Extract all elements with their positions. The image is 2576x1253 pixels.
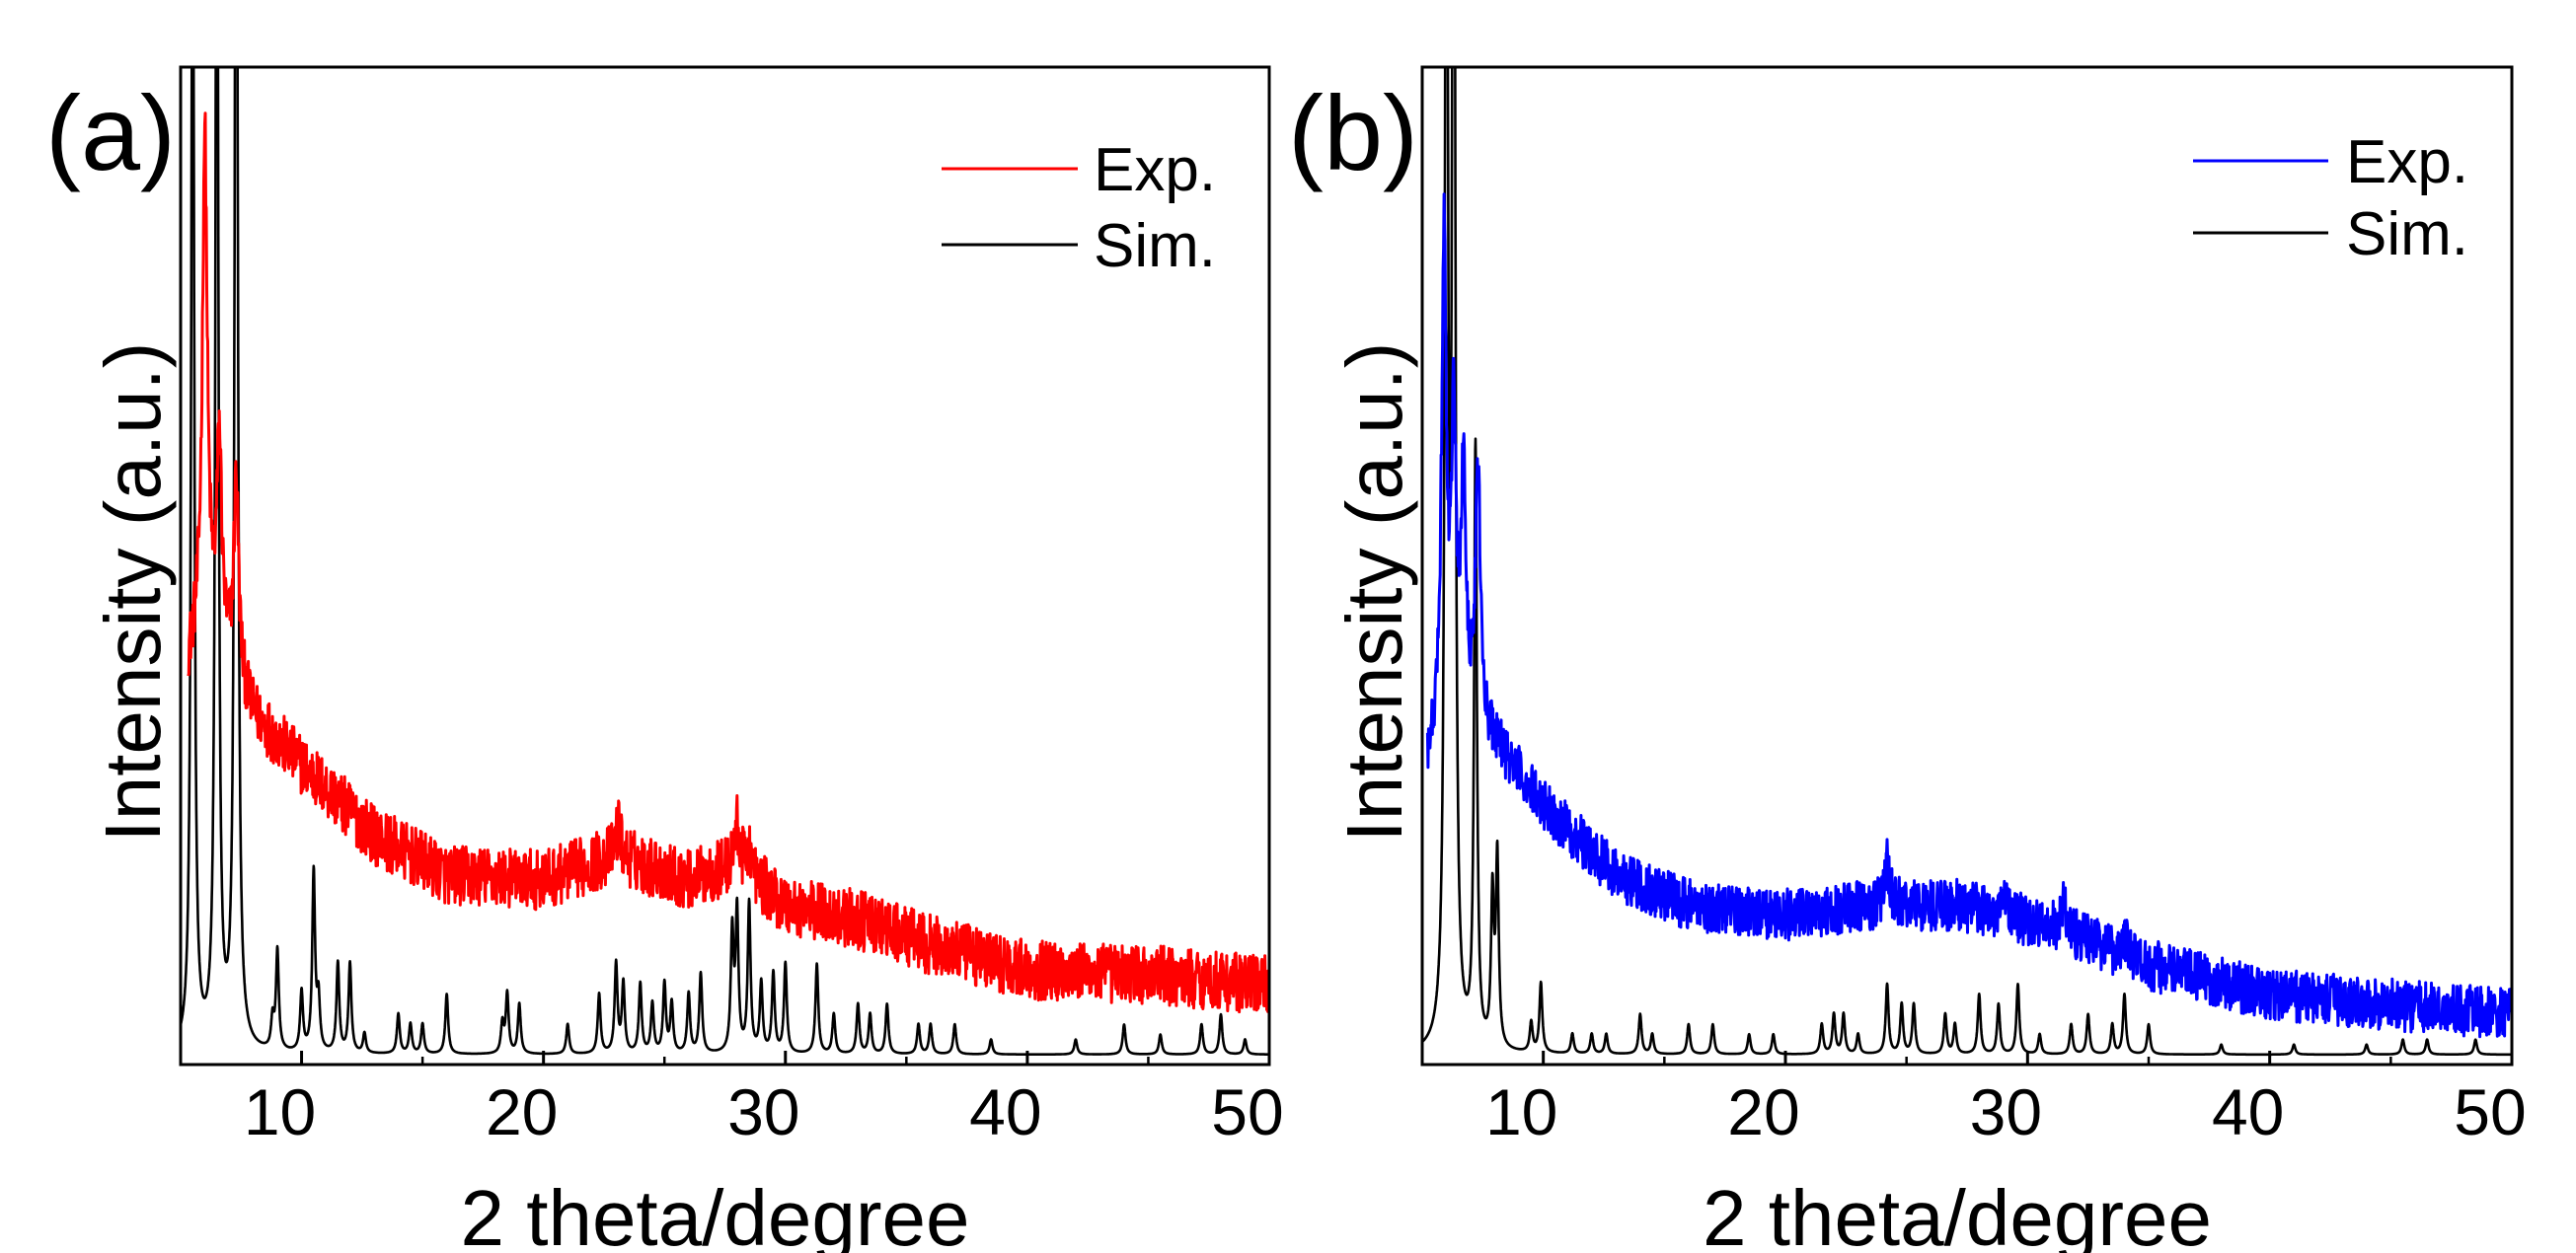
y-axis-label: Intensity (a.u.) xyxy=(1330,342,1418,843)
series-line-sim xyxy=(1422,67,2512,1057)
series-line-exp xyxy=(187,111,1269,1014)
series-line-exp xyxy=(1425,192,2512,1039)
x-tick-label: 20 xyxy=(486,1075,558,1148)
x-tick-label: 40 xyxy=(969,1075,1041,1148)
panel-b: 10 20 30 40 50 2 theta/degree Intensity (a.u.)… xyxy=(1288,65,2527,1253)
x-tick-label: 30 xyxy=(1970,1075,2042,1148)
x-tick-label: 10 xyxy=(1485,1075,1557,1148)
legend-label-sim: Sim. xyxy=(2346,200,2468,268)
x-tick-label: 50 xyxy=(1211,1075,1283,1148)
legend: Exp. Sim. xyxy=(942,136,1216,280)
x-tick-label: 20 xyxy=(1727,1075,1799,1148)
legend-label-exp: Exp. xyxy=(2346,128,2468,196)
x-tick-label: 40 xyxy=(2212,1075,2284,1148)
x-tick-label: 10 xyxy=(244,1075,316,1148)
series-line-sim xyxy=(181,67,1269,1056)
x-axis-label: 2 theta/degree xyxy=(1703,1174,2212,1253)
legend-label-exp: Exp. xyxy=(1094,136,1216,204)
x-axis-label: 2 theta/degree xyxy=(461,1174,970,1253)
plot-frame xyxy=(1420,65,2514,1067)
x-tick-label: 50 xyxy=(2454,1075,2526,1148)
x-tick-label: 30 xyxy=(727,1075,799,1148)
series-group xyxy=(1422,67,2512,1057)
panel-label: (b) xyxy=(1288,73,1418,192)
panel-a: 10 20 30 40 50 2 theta/degree Intensity (a.u.)… xyxy=(45,65,1284,1253)
series-group xyxy=(181,67,1269,1056)
y-axis-label: Intensity (a.u.) xyxy=(89,342,177,843)
panel-label: (a) xyxy=(45,73,176,192)
plot-frame xyxy=(179,65,1271,1067)
legend-label-sim: Sim. xyxy=(1094,212,1216,280)
legend: Exp.Sim. xyxy=(2193,128,2468,268)
